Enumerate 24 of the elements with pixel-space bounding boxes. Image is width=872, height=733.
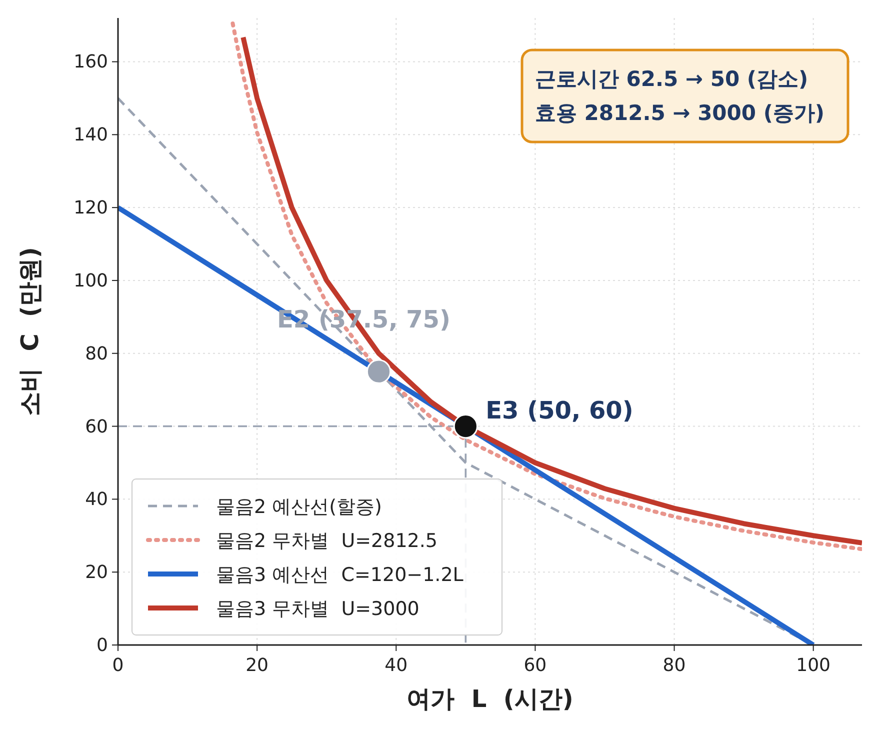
x-axis-title: 여가 L (시간)	[406, 685, 574, 713]
x-tick-label: 20	[246, 655, 269, 676]
y-tick-label: 0	[96, 635, 108, 656]
y-tick-label: 100	[74, 270, 108, 292]
x-tick-label: 60	[524, 655, 547, 676]
y-tick-label: 20	[85, 562, 108, 584]
legend-label: 물음3 예산선 C=120−1.2L	[216, 564, 464, 586]
y-tick-label: 140	[74, 124, 108, 146]
x-tick-label: 40	[384, 655, 408, 676]
y-tick-label: 160	[74, 52, 108, 73]
y-tick-label: 120	[74, 198, 108, 219]
y-tick-label: 60	[85, 416, 108, 438]
x-tick-label: 0	[112, 655, 124, 676]
legend-label: 물음2 무차별 U=2812.5	[216, 530, 438, 552]
annotation: 근로시간 62.5 → 50 (감소)	[535, 67, 808, 91]
x-tick-label: 100	[796, 655, 831, 676]
y-tick-label: 40	[85, 489, 108, 510]
y-axis-title: 소비 C (만원)	[16, 247, 44, 416]
legend-label: 물음2 예산선(할증)	[216, 496, 382, 518]
annotation: 효용 2812.5 → 3000 (증가)	[535, 101, 825, 125]
x-tick-label: 80	[662, 655, 686, 676]
annotation: E3 (50, 60)	[486, 396, 634, 424]
y-tick-label: 80	[85, 343, 108, 364]
legend-label: 물음3 무차별 U=3000	[216, 598, 420, 620]
